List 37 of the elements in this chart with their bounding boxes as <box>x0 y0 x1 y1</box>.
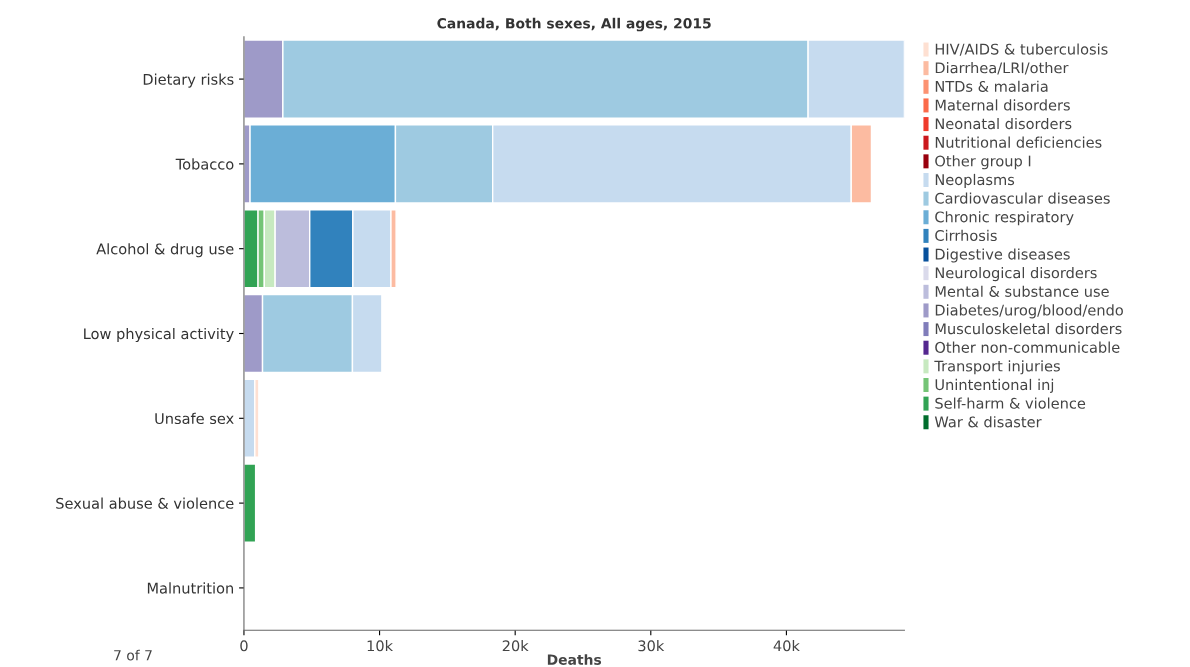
legend-label: Other group I <box>935 155 1031 170</box>
legend-label: Mental & substance use <box>935 285 1109 297</box>
legend-label: Neoplasms <box>935 173 1015 188</box>
y-tick-label: Alcohol & drug use <box>96 243 234 258</box>
text: 7 of 7 <box>114 649 152 661</box>
x-tick-label: 0 <box>240 640 248 652</box>
legend-label: NTDs & malaria <box>935 80 1048 92</box>
legend-label: Diarrhea/LRI/other <box>935 62 1069 75</box>
y-tick-label: Malnutrition <box>147 582 233 594</box>
legend-label: Unintentional inj <box>935 378 1054 393</box>
legend-label: Cardiovascular diseases <box>935 192 1110 204</box>
legend-label: Other non-communicable <box>935 341 1120 353</box>
y-tick-label: Unsafe sex <box>155 412 234 425</box>
x-axis-title: Deaths <box>547 654 602 665</box>
x-tick-label: 10k <box>367 640 394 652</box>
legend-label: Transport injuries <box>934 360 1060 375</box>
y-tick-label: Sexual abuse & violence <box>56 497 234 509</box>
bar <box>243 463 257 543</box>
legend-label: War & disaster <box>934 416 1042 428</box>
x-tick-label: 20k <box>502 640 529 652</box>
legend-label: Neurological disorders <box>935 267 1097 282</box>
x-tick-label: 30k <box>638 640 665 652</box>
y-tick-label: Tobacco <box>175 158 234 170</box>
y-tick-label: Dietary risks <box>143 73 234 88</box>
legend-label: Digestive diseases <box>935 248 1070 263</box>
legend-label: Maternal disorders <box>935 99 1070 111</box>
x-tick-label: 40k <box>773 640 800 652</box>
chart-title: Canada, Both sexes, All ages, 2015 <box>437 17 711 32</box>
legend-label: Nutritional deficiencies <box>935 136 1102 148</box>
legend-label: HIV/AIDS & tuberculosis <box>935 43 1108 56</box>
legend-label: Self-harm & violence <box>935 397 1086 409</box>
legend-label: Diabetes/urog/blood/endo <box>935 304 1123 319</box>
y-tick-label: Low physical activity <box>84 327 234 343</box>
legend-label: Chronic respiratory <box>935 211 1074 226</box>
legend-label: Cirrhosis <box>935 229 997 242</box>
legend-label: Musculoskeletal disorders <box>935 322 1122 335</box>
legend-label: Neonatal disorders <box>935 117 1072 130</box>
